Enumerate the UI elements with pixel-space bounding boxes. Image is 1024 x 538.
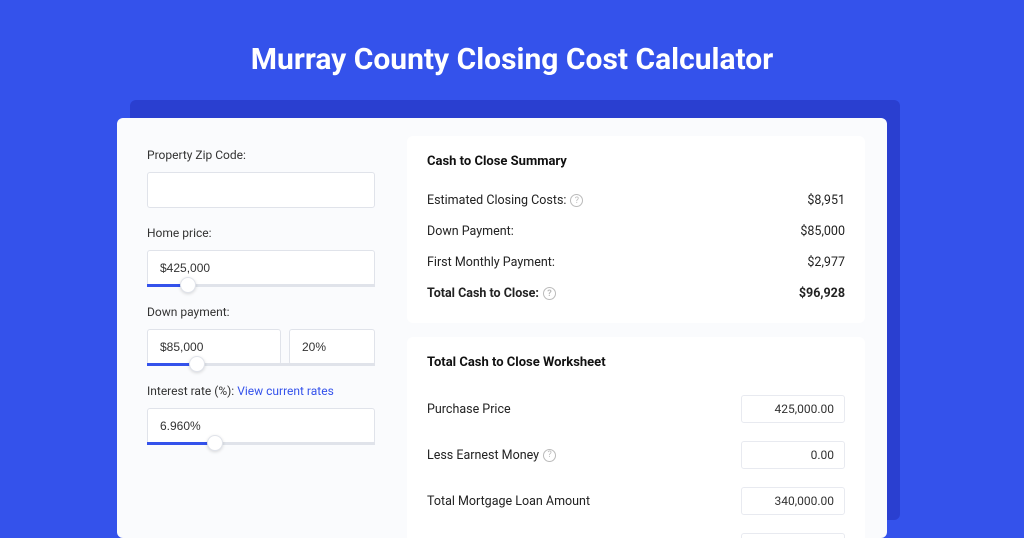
slider-thumb[interactable] xyxy=(180,277,196,293)
down-payment-input[interactable] xyxy=(147,329,281,365)
summary-box: Cash to Close Summary Estimated Closing … xyxy=(407,136,865,323)
worksheet-row-label: Total Mortgage Loan Amount xyxy=(427,494,590,509)
worksheet-row: Total Mortgage Loan Amount 340,000.00 xyxy=(427,478,845,524)
summary-row-value: $96,928 xyxy=(799,286,845,301)
worksheet-row: Purchase Price 425,000.00 xyxy=(427,386,845,432)
summary-rows: Estimated Closing Costs:? $8,951 Down Paym… xyxy=(427,185,845,309)
summary-row-value: $2,977 xyxy=(807,255,845,270)
interest-rate-label: Interest rate (%): View current rates xyxy=(147,384,375,398)
summary-row: Total Cash to Close:? $96,928 xyxy=(427,278,845,309)
worksheet-rows: Purchase Price 425,000.00 Less Earnest Mon… xyxy=(427,386,845,538)
input-panel: Property Zip Code: Home price: Down paym… xyxy=(117,118,397,538)
zip-label: Property Zip Code: xyxy=(147,148,375,162)
interest-rate-slider[interactable] xyxy=(147,442,375,445)
worksheet-row-value: 340,000.00 xyxy=(741,487,845,515)
slider-thumb[interactable] xyxy=(189,356,205,372)
summary-row-value: $8,951 xyxy=(807,193,845,208)
summary-row: First Monthly Payment: $2,977 xyxy=(427,247,845,278)
summary-row-label: Total Cash to Close:? xyxy=(427,286,556,301)
help-icon[interactable]: ? xyxy=(543,287,556,300)
worksheet-row-label: Less Earnest Money? xyxy=(427,448,556,463)
slider-track xyxy=(147,363,375,366)
interest-label-text: Interest rate (%): xyxy=(147,384,237,398)
help-icon[interactable]: ? xyxy=(570,194,583,207)
summary-title: Cash to Close Summary xyxy=(427,154,845,169)
slider-thumb[interactable] xyxy=(207,435,223,451)
home-price-slider[interactable] xyxy=(147,284,375,287)
down-payment-slider[interactable] xyxy=(147,363,375,366)
slider-fill xyxy=(147,442,215,445)
summary-row-label: Estimated Closing Costs:? xyxy=(427,193,583,208)
summary-row: Estimated Closing Costs:? $8,951 xyxy=(427,185,845,216)
summary-row-label: Down Payment: xyxy=(427,224,514,239)
zip-field: Property Zip Code: xyxy=(147,148,375,208)
interest-rate-input[interactable] xyxy=(147,408,375,444)
worksheet-row-value: 0.00 xyxy=(741,441,845,469)
summary-row-value: $85,000 xyxy=(800,224,845,239)
home-price-label: Home price: xyxy=(147,226,375,240)
calculator-card: Property Zip Code: Home price: Down paym… xyxy=(117,118,887,538)
worksheet-row: Less Earnest Money? 0.00 xyxy=(427,432,845,478)
view-rates-link[interactable]: View current rates xyxy=(237,384,334,398)
down-payment-pct-input[interactable] xyxy=(289,329,375,365)
summary-row: Down Payment: $85,000 xyxy=(427,216,845,247)
help-icon[interactable]: ? xyxy=(543,449,556,462)
down-payment-label: Down payment: xyxy=(147,305,375,319)
worksheet-row-value: 425,000.00 xyxy=(741,395,845,423)
worksheet-box: Total Cash to Close Worksheet Purchase P… xyxy=(407,337,865,538)
worksheet-row: Total Second Mortgage Amount0.00 xyxy=(427,524,845,538)
slider-track xyxy=(147,442,375,445)
interest-rate-field: Interest rate (%): View current rates xyxy=(147,384,375,445)
worksheet-title: Total Cash to Close Worksheet xyxy=(427,355,845,370)
worksheet-row-label: Purchase Price xyxy=(427,402,511,417)
worksheet-row-value: 0.00 xyxy=(741,533,845,538)
zip-input[interactable] xyxy=(147,172,375,208)
down-payment-field: Down payment: xyxy=(147,305,375,366)
summary-row-label: First Monthly Payment: xyxy=(427,255,555,270)
home-price-field: Home price: xyxy=(147,226,375,287)
page-title: Murray County Closing Cost Calculator xyxy=(0,0,1024,105)
results-panel: Cash to Close Summary Estimated Closing … xyxy=(397,118,887,538)
